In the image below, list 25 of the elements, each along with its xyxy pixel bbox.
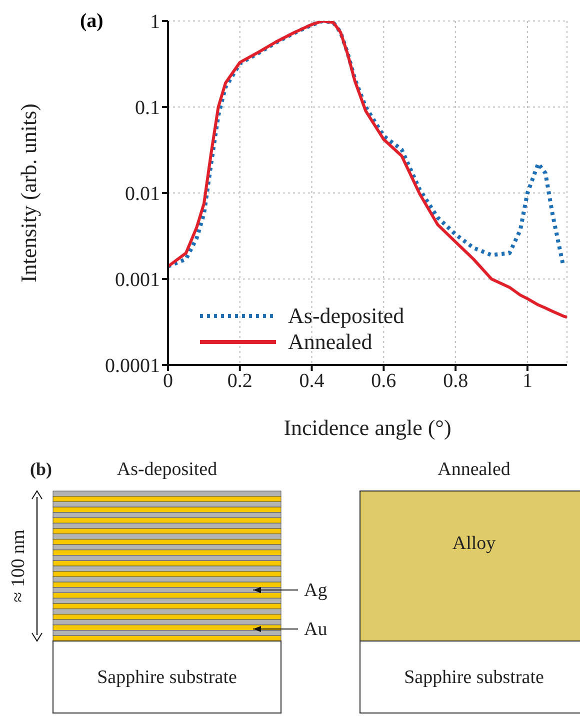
text: (b)	[30, 459, 52, 479]
text: ≈ 100 nm	[8, 529, 29, 602]
text: Annealed	[438, 459, 511, 480]
text: As-deposited	[116, 459, 218, 480]
x-tick-label: 0.2	[227, 370, 252, 392]
chart-title: (a)	[80, 10, 104, 33]
y-tick-label: 0.01	[125, 183, 160, 206]
legend-label: As-deposited	[288, 303, 404, 329]
text: Sapphire substrate	[404, 667, 544, 688]
text: Sapphire substrate	[97, 667, 237, 688]
y-tick-label: 0.0001	[105, 355, 160, 378]
y-tick-label: 0.001	[115, 269, 160, 292]
text: Ag	[304, 580, 328, 601]
legend-label: Annealed	[288, 329, 372, 355]
y-axis-title: Intensity (arb. units)	[16, 103, 41, 283]
text: Alloy	[452, 533, 496, 554]
x-tick-label: 1	[522, 370, 532, 392]
text: Au	[304, 619, 328, 640]
y-tick-label: 1	[150, 11, 160, 34]
x-axis-title: Incidence angle (°)	[284, 415, 452, 440]
x-tick-label: 0.4	[299, 370, 324, 392]
x-tick-label: 0.6	[371, 370, 396, 392]
x-tick-label: 0.8	[443, 370, 468, 392]
x-tick-label: 0	[163, 370, 173, 392]
y-tick-label: 0.1	[135, 97, 160, 120]
